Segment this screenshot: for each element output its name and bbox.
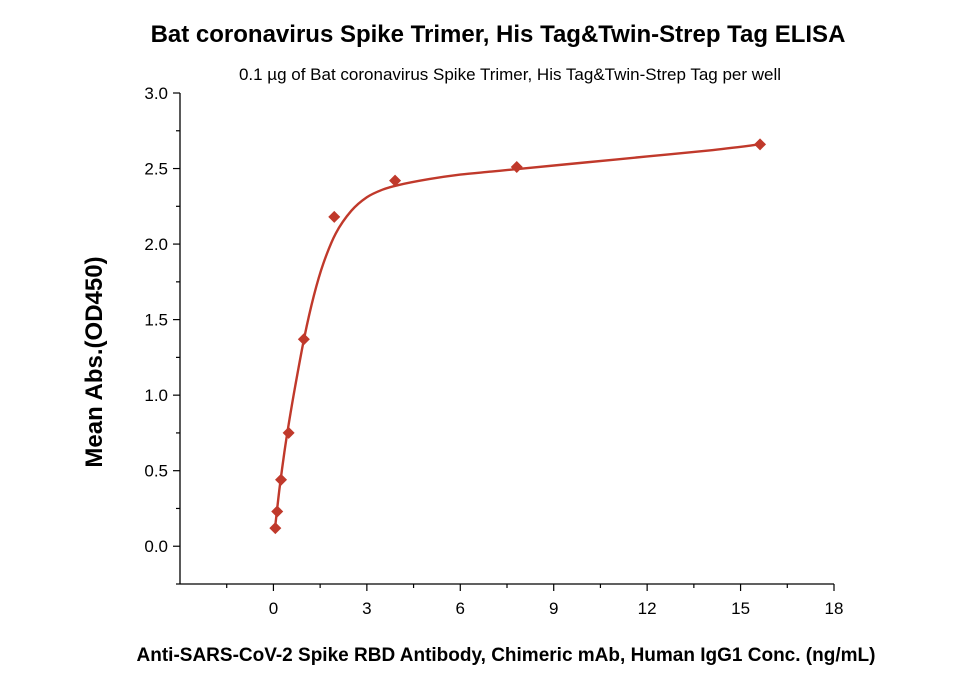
data-point xyxy=(510,161,523,174)
data-point xyxy=(282,426,295,439)
data-point xyxy=(754,138,767,151)
y-ticks: 0.0 0.5 1.0 1.5 2.0 2.5 3.0 xyxy=(144,84,180,585)
y-tick-label: 2.0 xyxy=(144,235,168,254)
y-tick-label: 2.5 xyxy=(144,160,168,179)
x-ticks: 0 3 6 9 12 15 18 xyxy=(226,584,844,618)
data-point xyxy=(269,522,282,535)
fit-curve-layer xyxy=(273,143,761,529)
x-tick-label: 9 xyxy=(549,599,558,618)
x-tick-label: 0 xyxy=(269,599,278,618)
data-point xyxy=(389,174,402,187)
x-tick-label: 6 xyxy=(456,599,465,618)
x-tick-label: 15 xyxy=(731,599,750,618)
chart-title: Bat coronavirus Spike Trimer, His Tag&Tw… xyxy=(151,21,846,48)
data-point xyxy=(297,333,310,346)
y-tick-label: 1.0 xyxy=(144,386,168,405)
fit-curve xyxy=(273,143,761,529)
y-tick-label: 0.0 xyxy=(144,537,168,556)
y-axis-label: Mean Abs.(OD450) xyxy=(81,256,108,467)
x-tick-label: 3 xyxy=(362,599,371,618)
y-tick-label: 3.0 xyxy=(144,84,168,103)
data-point xyxy=(328,210,341,223)
x-axis-label: Anti-SARS-CoV-2 Spike RBD Antibody, Chim… xyxy=(137,645,876,666)
data-point xyxy=(275,473,288,486)
data-point xyxy=(271,505,284,518)
y-tick-label: 1.5 xyxy=(144,311,168,330)
x-tick-label: 18 xyxy=(825,599,844,618)
y-tick-label: 0.5 xyxy=(144,462,168,481)
chart-subtitle: 0.1 µg of Bat coronavirus Spike Trimer, … xyxy=(239,65,781,84)
x-tick-label: 12 xyxy=(638,599,657,618)
data-points-layer xyxy=(269,138,767,535)
